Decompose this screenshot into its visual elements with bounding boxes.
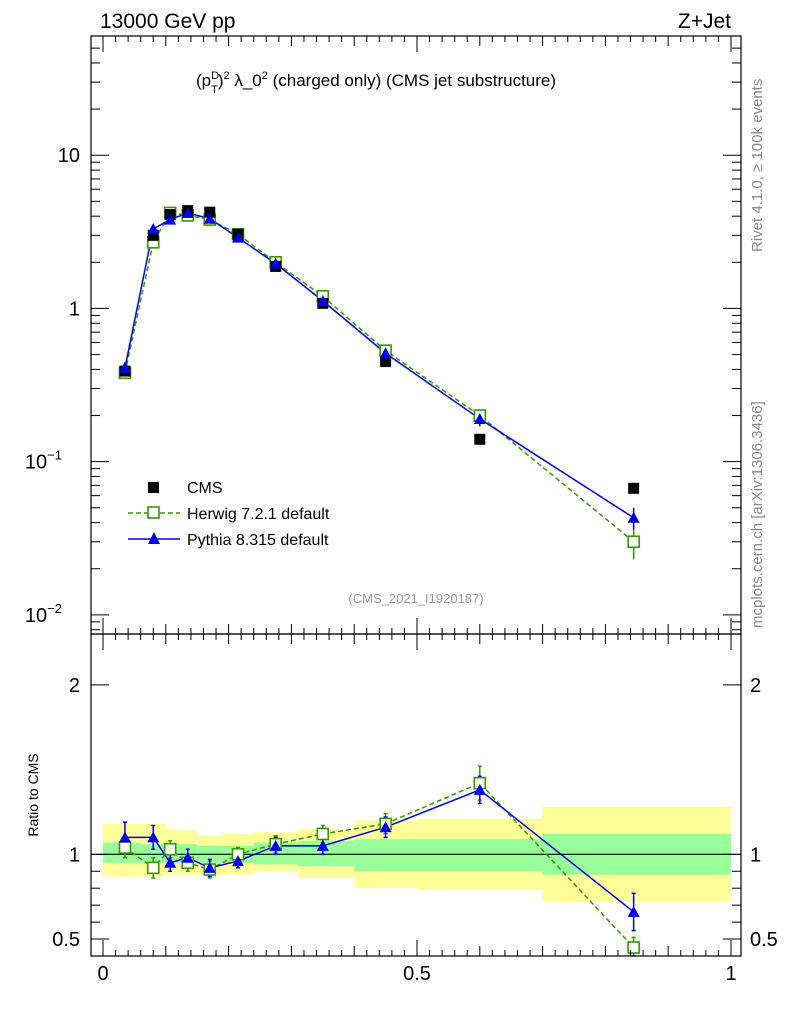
cms-point — [204, 206, 216, 218]
ratio-pythia-point — [269, 839, 282, 851]
ratio-herwig-point — [163, 842, 177, 856]
legend-cms-label: CMS — [187, 480, 223, 497]
header-left: 13000 GeV pp — [100, 10, 235, 33]
ratio-herwig-point — [118, 841, 132, 854]
ratio-pythia-point — [473, 783, 486, 795]
ratio-plot-marks — [118, 765, 640, 957]
ratio-pythia-point — [627, 905, 640, 917]
main-plot-marks — [118, 205, 640, 560]
pythia-point — [181, 206, 194, 218]
title-base: (p — [196, 71, 211, 90]
ratio-pythia-point — [181, 851, 194, 863]
main-y-tick-label: 10−2 — [25, 601, 62, 627]
title-tail: (charged only) (CMS jet substructure) — [268, 71, 556, 90]
ratio-axes: 2 2 1 1 0.5 0.5 0 0.5 1 — [52, 634, 778, 985]
cms-point — [628, 482, 640, 494]
cms-point — [474, 433, 486, 445]
pythia-point — [232, 231, 245, 243]
ratio-y-label: Ratio to CMS — [25, 753, 41, 836]
pythia-point — [118, 361, 131, 373]
ratio-panel: 2 2 1 1 0.5 0.5 0 0.5 1 Ratio to CMS — [25, 633, 778, 985]
cms-point — [380, 356, 392, 368]
pythia-point — [316, 294, 329, 306]
ratio-x-tick-label: 0 — [97, 963, 108, 985]
ratio-y-tick-label-left: 2 — [69, 675, 80, 697]
ratio-y-tick-label-right: 2 — [750, 675, 761, 697]
ratio-y-tick-label-right: 1 — [750, 844, 761, 866]
title-mid: ) — [218, 71, 224, 90]
pythia-point — [379, 347, 392, 359]
ratio-pythia-point — [147, 831, 160, 843]
pythia-point — [473, 412, 486, 424]
side-label-top: Rivet 4.1.0, ≥ 100k events — [749, 79, 766, 252]
ratio-plot-frame — [90, 633, 742, 957]
ratio-pythia-point — [164, 856, 177, 868]
legend-herwig-label: Herwig 7.2.1 default — [187, 506, 330, 523]
herwig-point — [627, 535, 640, 549]
ratio-pythia-point — [316, 839, 329, 851]
ratio-pythia-point — [118, 831, 131, 843]
legend-pythia-marker — [148, 532, 160, 544]
header-right: Z+Jet — [678, 10, 731, 33]
main-y-tick-label: 10 — [58, 145, 80, 167]
main-axes: 10 1 10−1 10−2 — [25, 35, 741, 634]
ratio-y-tick-label-left: 1 — [69, 844, 80, 866]
ratio-herwig-point — [627, 941, 640, 954]
ratio-pythia-point — [232, 855, 245, 867]
title-sup-2b: 2 — [262, 70, 268, 82]
main-y-tick-label: 1 — [69, 298, 80, 320]
ratio-x-tick-label: 1 — [725, 963, 736, 985]
ratio-herwig-point — [316, 827, 330, 841]
chart-title: (pD T)2 λ_02 (charged only) (CMS jet subs… — [196, 70, 556, 96]
pythia-point — [627, 511, 640, 523]
cms-point — [147, 229, 159, 241]
title-sup-2a: 2 — [223, 70, 229, 82]
ratio-band-inner — [140, 844, 166, 863]
title-sup-d: D — [211, 70, 219, 82]
pythia-point — [203, 212, 216, 224]
legend-herwig-marker — [147, 506, 160, 519]
legend-pythia-label: Pythia 8.315 default — [187, 532, 329, 549]
ratio-y-tick-label-left: 0.5 — [52, 929, 80, 951]
main-y-tick-label: 10−1 — [25, 448, 62, 474]
analysis-watermark: (CMS_2021_I1920187) — [348, 591, 483, 606]
pythia-point — [147, 222, 160, 234]
ratio-pythia-point — [203, 861, 216, 873]
title-sub-t: T — [211, 84, 218, 96]
pythia-point — [164, 213, 177, 225]
side-label-bottom: mcplots.cern.ch [arXiv:1306.3436] — [749, 401, 766, 628]
ratio-y-tick-label-right: 0.5 — [750, 929, 778, 951]
ratio-herwig-point — [146, 861, 160, 875]
legend: CMS Herwig 7.2.1 default Pythia 8.315 de… — [128, 480, 330, 549]
ratio-pythia-point — [379, 821, 392, 833]
title-lambda: λ_0 — [230, 71, 262, 90]
ratio-band-inner — [354, 839, 417, 872]
ratio-band-inner — [417, 839, 543, 872]
pythia-line — [124, 212, 635, 519]
pythia-point — [269, 257, 282, 269]
ratio-x-tick-label: 0.5 — [403, 963, 431, 985]
legend-cms-marker — [148, 482, 159, 493]
